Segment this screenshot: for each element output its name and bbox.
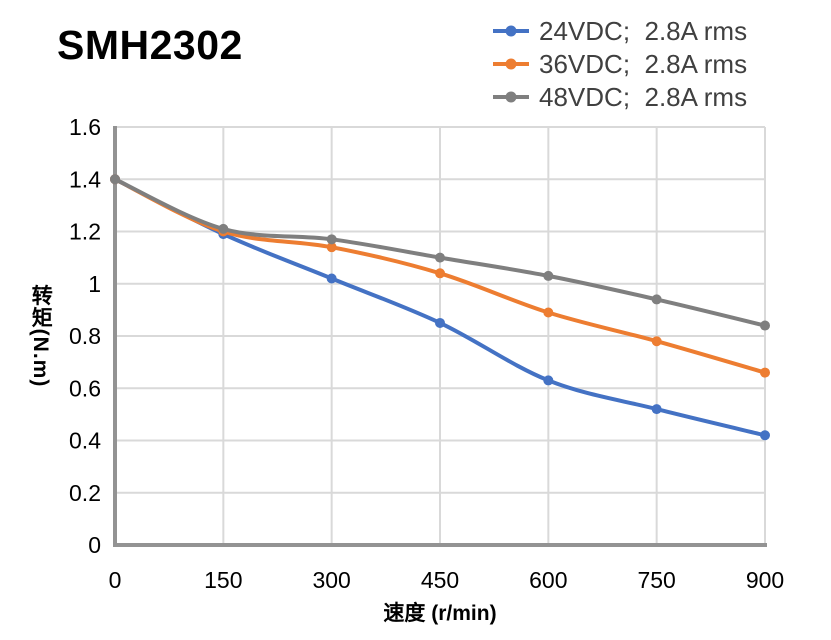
series-marker-48vdc-2-8a-rms <box>543 270 554 281</box>
legend-line-marker-icon <box>493 91 529 102</box>
x-tick-label: 300 <box>312 567 350 593</box>
y-tick-label: 1.2 <box>69 219 101 245</box>
x-tick-label: 150 <box>204 567 242 593</box>
series-marker-36vdc-2-8a-rms <box>543 307 554 318</box>
y-tick-label: 0.2 <box>69 480 101 506</box>
x-tick-label: 900 <box>746 567 784 593</box>
legend-label: 48VDC; 2.8A rms <box>539 81 748 112</box>
series-marker-36vdc-2-8a-rms <box>326 242 337 253</box>
legend: 24VDC; 2.8A rms 36VDC; 2.8A rms 48VDC; 2.8… <box>492 14 747 113</box>
series-marker-36vdc-2-8a-rms <box>435 268 445 279</box>
y-tick-label: 0.4 <box>69 428 101 454</box>
series-marker-48vdc-2-8a-rms <box>218 223 229 234</box>
legend-item-36vdc-2-8a-rms: 36VDC; 2.8A rms <box>492 47 747 80</box>
series-marker-24vdc-2-8a-rms <box>760 430 770 441</box>
legend-label: 24VDC; 2.8A rms <box>539 15 748 46</box>
legend-line-marker-icon <box>493 25 529 36</box>
legend-item-48vdc-2-8a-rms: 48VDC; 2.8A rms <box>492 80 747 113</box>
x-tick-label: 600 <box>529 567 567 593</box>
series-marker-48vdc-2-8a-rms <box>760 320 770 331</box>
series-marker-24vdc-2-8a-rms <box>435 317 445 328</box>
series-marker-24vdc-2-8a-rms <box>543 375 554 386</box>
y-tick-label: 0.6 <box>69 375 101 401</box>
series-marker-36vdc-2-8a-rms <box>651 336 662 347</box>
series-marker-48vdc-2-8a-rms <box>326 234 337 245</box>
legend-item-24vdc-2-8a-rms: 24VDC; 2.8A rms <box>492 14 747 47</box>
series-marker-24vdc-2-8a-rms <box>651 404 662 415</box>
series-marker-48vdc-2-8a-rms <box>435 252 445 263</box>
series-marker-36vdc-2-8a-rms <box>760 367 770 378</box>
y-tick-label: 1.6 <box>69 114 101 140</box>
series-marker-48vdc-2-8a-rms <box>110 174 120 185</box>
x-tick-label: 750 <box>637 567 675 593</box>
y-tick-label: 1.4 <box>69 166 101 192</box>
x-tick-label: 0 <box>109 567 122 593</box>
x-axis-title: 速度 (r/min) <box>383 602 497 625</box>
x-tick-label: 450 <box>421 567 459 593</box>
legend-label: 36VDC; 2.8A rms <box>539 48 748 79</box>
y-axis-title: 转矩(N.m) <box>29 284 53 388</box>
legend-line-marker-icon <box>493 58 529 69</box>
series-marker-48vdc-2-8a-rms <box>651 294 662 305</box>
y-tick-label: 0 <box>88 532 101 558</box>
series-marker-24vdc-2-8a-rms <box>326 273 337 284</box>
chart-title: SMH2302 <box>57 22 243 68</box>
y-tick-label: 1 <box>88 271 101 297</box>
y-tick-label: 0.8 <box>69 323 101 349</box>
